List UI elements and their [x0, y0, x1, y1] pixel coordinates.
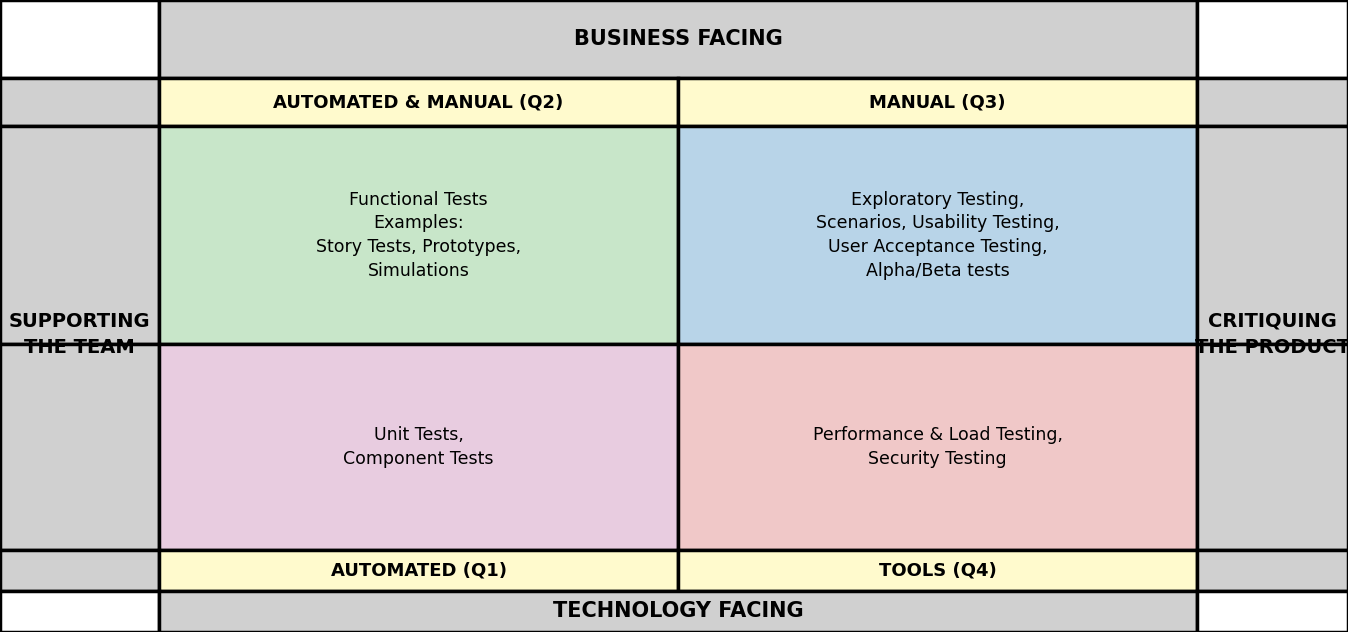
Bar: [1197, 344, 1348, 550]
Text: Exploratory Testing,
Scenarios, Usability Testing,
User Acceptance Testing,
Alph: Exploratory Testing, Scenarios, Usabilit…: [816, 191, 1060, 279]
Bar: [0, 126, 159, 344]
Text: BUSINESS FACING: BUSINESS FACING: [574, 29, 782, 49]
Bar: [1197, 550, 1348, 591]
Text: TOOLS (Q4): TOOLS (Q4): [879, 561, 996, 580]
Bar: [0, 591, 159, 632]
Text: Unit Tests,
Component Tests: Unit Tests, Component Tests: [344, 426, 493, 468]
Text: SUPPORTING
THE TEAM: SUPPORTING THE TEAM: [8, 312, 151, 357]
Bar: [1197, 126, 1348, 344]
Text: Performance & Load Testing,
Security Testing: Performance & Load Testing, Security Tes…: [813, 426, 1062, 468]
Bar: [0, 344, 159, 550]
Text: AUTOMATED & MANUAL (Q2): AUTOMATED & MANUAL (Q2): [274, 94, 563, 111]
Text: CRITIQUING
THE PRODUCT: CRITIQUING THE PRODUCT: [1196, 312, 1348, 357]
Bar: [159, 344, 678, 550]
Bar: [678, 344, 1197, 550]
Bar: [0, 550, 159, 591]
Bar: [159, 126, 678, 344]
Bar: [159, 591, 1197, 632]
Text: Functional Tests
Examples:
Story Tests, Prototypes,
Simulations: Functional Tests Examples: Story Tests, …: [315, 191, 522, 279]
Bar: [678, 78, 1197, 126]
Bar: [0, 78, 159, 126]
Bar: [159, 550, 678, 591]
Text: MANUAL (Q3): MANUAL (Q3): [869, 94, 1006, 111]
Text: TECHNOLOGY FACING: TECHNOLOGY FACING: [553, 602, 803, 621]
Bar: [678, 126, 1197, 344]
Bar: [0, 0, 159, 78]
Bar: [1197, 78, 1348, 126]
Bar: [678, 550, 1197, 591]
Text: AUTOMATED (Q1): AUTOMATED (Q1): [330, 561, 507, 580]
Bar: [159, 0, 1197, 78]
Bar: [1197, 0, 1348, 78]
Bar: [159, 78, 678, 126]
Bar: [1197, 591, 1348, 632]
